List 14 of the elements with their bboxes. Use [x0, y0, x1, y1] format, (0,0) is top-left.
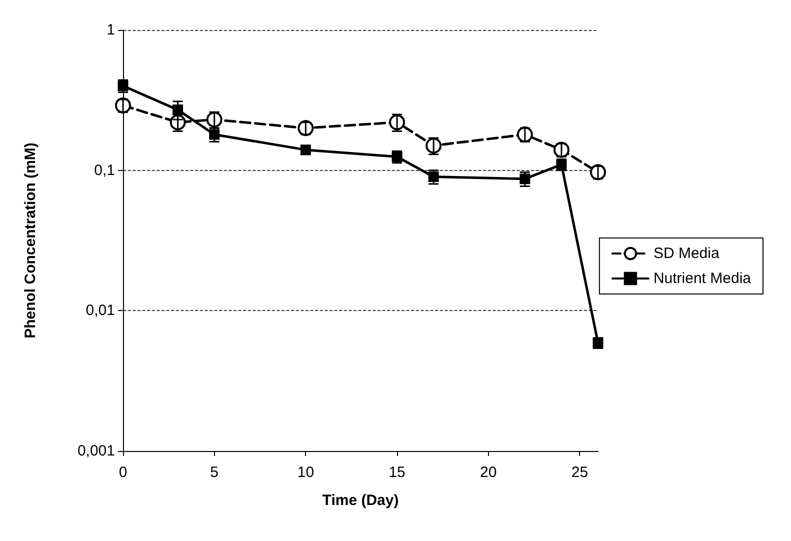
legend-label: Nutrient Media	[653, 270, 752, 287]
legend-label: SD Media	[653, 245, 720, 262]
x-tick-label: 15	[388, 464, 406, 481]
y-tick-label: 1	[106, 22, 115, 38]
x-axis-title: Time (Day)	[322, 492, 399, 509]
x-tick-label: 25	[571, 464, 588, 481]
x-tick-label: 10	[297, 464, 314, 481]
y-axis-title: Phenol Concentration (mM)	[22, 142, 39, 338]
x-tick-label: 5	[210, 464, 219, 481]
y-tick-label: 0,01	[86, 302, 115, 320]
x-tick-label: 0	[118, 464, 128, 481]
y-tick-label: 0,1	[94, 162, 115, 179]
x-tick-label: 20	[480, 464, 497, 481]
y-tick-label: 0,001	[77, 442, 115, 460]
